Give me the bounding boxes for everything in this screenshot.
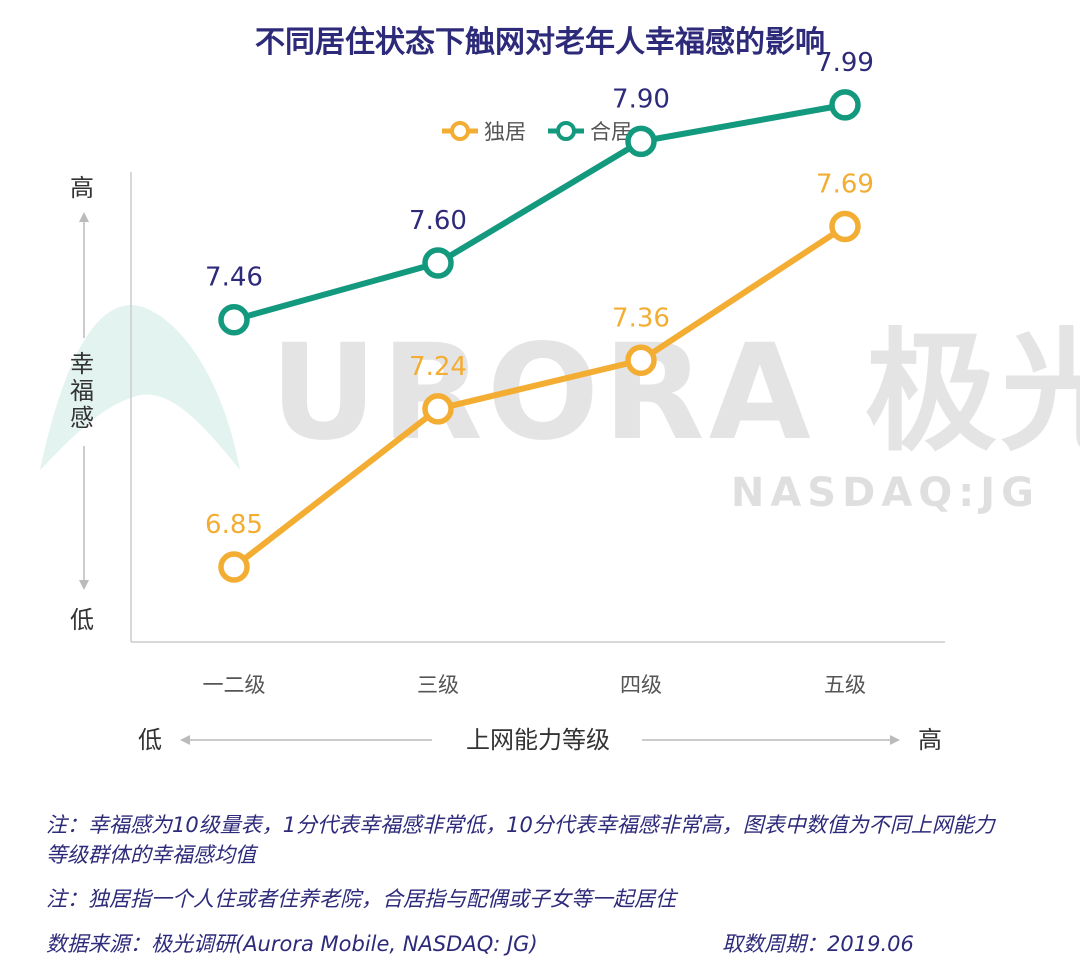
series-layer: 6.85 7.24 7.36 7.69 7.46 7.60 7.90 7.99 (205, 48, 874, 583)
x-axis-high: 高 (918, 726, 942, 754)
legend-solo-marker (450, 121, 470, 141)
data-label-together: 7.99 (816, 48, 874, 78)
source-row: 数据来源：极光调研(Aurora Mobile, NASDAQ: JG) 取数周… (46, 928, 1046, 958)
aurora-logo-shape (40, 305, 240, 470)
y-axis-label-1: 幸 (70, 350, 94, 378)
data-point-together (422, 247, 454, 279)
series-line-solo (232, 223, 847, 570)
data-period: 取数周期：2019.06 (722, 932, 914, 956)
data-label-solo: 6.85 (205, 510, 263, 540)
x-axis-left-arrow (180, 735, 432, 745)
legend-together-label: 合居 (590, 120, 632, 144)
legend-solo-label: 独居 (484, 120, 526, 144)
category-label: 五级 (824, 673, 866, 697)
data-label-solo: 7.69 (816, 169, 874, 199)
category-label: 一二级 (203, 673, 266, 697)
x-axis-low: 低 (138, 726, 162, 754)
data-point-solo (422, 393, 454, 425)
y-axis-low: 低 (70, 606, 94, 634)
data-label-solo: 7.24 (409, 352, 467, 382)
data-point-solo (218, 551, 250, 583)
category-label: 四级 (620, 673, 662, 697)
data-label-together: 7.46 (205, 263, 263, 293)
watermark-sub: NASDAQ:JG (731, 470, 1040, 516)
note-scale: 注：幸福感为10级量表，1分代表幸福感非常低，10分代表幸福感非常高，图表中数值… (46, 813, 995, 867)
data-label-together: 7.90 (612, 84, 670, 114)
legend-together-marker (556, 121, 576, 141)
data-point-solo (625, 344, 657, 377)
chart-title: 不同居住状态下触网对老年人幸福感的影响 (255, 25, 825, 60)
y-axis-up-arrow (79, 212, 89, 338)
x-axis-right-arrow (642, 735, 900, 745)
data-label-together: 7.60 (409, 206, 467, 236)
watermark: URORA 极光 NASDAQ:JG (40, 305, 1080, 516)
x-axis-label: 上网能力等级 (466, 726, 610, 754)
data-source: 数据来源：极光调研(Aurora Mobile, NASDAQ: JG) (46, 932, 538, 956)
series-line-together (233, 101, 846, 323)
data-point-solo (829, 210, 861, 243)
y-axis-down-arrow (79, 446, 89, 590)
watermark-main: URORA 极光 (270, 316, 1080, 470)
y-axis-label-3: 感 (70, 404, 94, 432)
category-label: 三级 (417, 673, 459, 697)
y-axis-label-2: 福 (70, 377, 94, 405)
data-label-solo: 7.36 (612, 303, 670, 333)
legend: 独居 合居 (442, 120, 632, 144)
category-labels: 一二级 三级 四级 五级 (203, 673, 867, 697)
data-point-together (218, 303, 250, 336)
data-point-together (829, 89, 861, 121)
y-axis-high: 高 (70, 174, 94, 202)
note-definition: 注：独居指一个人住或者住养老院，合居指与配偶或子女等一起居住 (46, 887, 676, 911)
data-point-together (625, 125, 657, 158)
